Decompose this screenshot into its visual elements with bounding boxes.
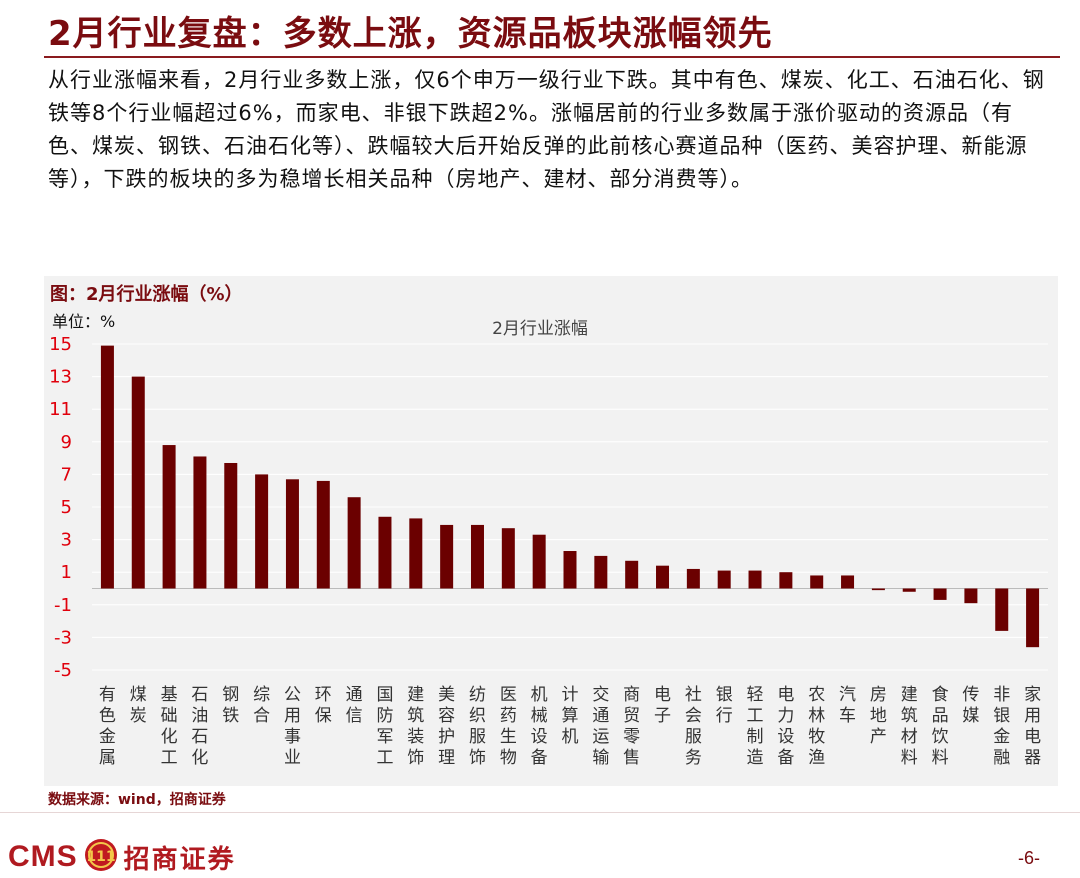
x-tick-label: 公用事业 [284,685,301,768]
x-tick-label: 国防军工 [376,685,393,768]
cms-badge-icon: 111 [84,838,118,876]
bar [563,551,577,589]
bar [131,376,145,589]
bar [440,524,454,589]
x-tick-label: 电力设备 [777,685,794,768]
bar [995,588,1009,631]
x-tick-label: 汽车 [839,685,856,726]
y-tick-label: -1 [54,595,72,616]
x-tick-label: 食品饮料 [932,685,949,768]
bar [501,528,515,589]
bar [717,570,731,589]
chart-title: 2月行业涨幅 [492,319,588,339]
source-note: 数据来源：wind，招商证券 [48,792,226,808]
chart-caption: 图：2月行业涨幅（%） [50,284,243,305]
x-tick-label: 社会服务 [685,685,702,768]
x-tick-label: 轻工制造 [747,685,764,768]
bar [347,497,361,589]
x-tick-label: 家用电器 [1024,685,1041,768]
unit-label: 单位：% [52,312,116,331]
x-tick-label: 建筑材料 [901,685,918,768]
x-tick-label: 基础化工 [161,685,178,768]
x-tick-label: 美容护理 [438,685,455,768]
chart-panel: 2月行业涨幅 15 13 11 9 7 5 3 1 -1 -3 -5 有色金属 煤炭 基础化工 石油石化 钢铁综… [44,276,1058,786]
bar [100,345,114,589]
bar [378,516,392,589]
y-tick-label: 3 [61,530,72,551]
x-tick-label: 有色金属 [99,685,116,768]
bar [933,588,947,600]
company-logo: CMS 111 招商证券 [8,838,236,876]
bar [871,588,885,591]
logo-mark-text: 111 [86,849,115,865]
x-tick-label: 农林牧渔 [808,685,825,768]
y-tick-label: 9 [61,432,72,453]
page-title: 2月行业复盘：多数上涨，资源品板块涨幅领先 [48,14,773,54]
page-number: -6- [1018,848,1040,868]
x-tick-label: 商贸零售 [623,685,640,768]
x-tick-label: 房地产 [870,685,887,747]
bar [902,588,916,592]
summary-paragraph: 从行业涨幅来看，2月行业多数上涨，仅6个申万一级行业下跌。其中有色、煤炭、化工、… [48,68,1045,191]
logo-company-name: 招商证券 [123,844,236,875]
x-tick-label: 医药生物 [500,685,517,768]
bar [841,575,855,589]
y-tick-label: 7 [61,464,72,485]
bar [1026,588,1040,648]
x-tick-label: 交通运输 [592,685,609,768]
x-tick-label: 钢铁 [222,685,239,726]
y-tick-label: -3 [54,627,72,648]
bar [656,565,670,589]
bar [285,479,299,589]
y-tick-label: 11 [49,399,72,420]
x-tick-label: 石油石化 [191,685,208,768]
x-tick-label: 电子 [654,685,671,726]
bar [255,474,269,589]
x-tick-label: 银行 [716,685,733,726]
y-tick-label: -5 [54,660,72,681]
x-tick-label: 纺织服饰 [469,685,486,768]
logo-cms-text: CMS [8,840,78,873]
bar [162,445,176,589]
x-tick-label: 传媒 [962,685,979,726]
x-tick-label: 综合 [253,685,270,726]
y-tick-label: 15 [49,334,72,355]
x-tick-label: 机械设备 [531,685,548,768]
x-tick-label: 建筑装饰 [407,685,424,768]
x-tick-label: 煤炭 [130,685,147,726]
footer-divider [0,812,1080,813]
title-divider [44,56,1060,58]
y-tick-label: 5 [61,497,72,518]
bar [594,555,608,589]
bar [625,560,639,589]
bar [779,572,793,589]
bar [409,518,423,589]
x-tick-label: 通信 [346,685,363,726]
bar [810,575,824,589]
x-tick-label: 环保 [315,685,332,726]
bar [470,524,484,589]
bar [748,570,762,589]
bar [686,568,700,589]
bar [316,480,330,589]
x-tick-label: 非银金融 [993,685,1010,768]
y-tick-label: 13 [49,367,72,388]
bar [193,456,207,589]
bar [964,588,978,604]
y-tick-label: 1 [61,562,72,583]
x-tick-label: 计算机 [562,685,579,747]
bar [532,534,546,589]
bar-chart: 2月行业涨幅 15 13 11 9 7 5 3 1 -1 -3 -5 有色金属煤炭基础化工石油石化钢铁综… [49,319,1048,768]
bar [224,462,238,589]
